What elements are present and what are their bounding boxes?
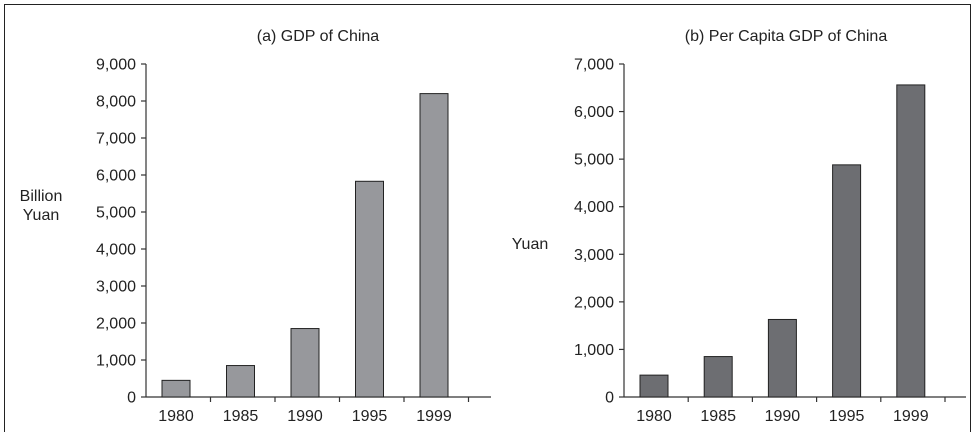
- x-tick-label-a: 1999: [416, 408, 452, 425]
- figure-frame: [4, 4, 971, 432]
- y-tick-label-b: 2,000: [574, 294, 614, 311]
- y-tick-label-a: 9,000: [96, 57, 136, 74]
- bar-b-1995: [832, 164, 862, 398]
- y-tick-label-a: 4,000: [96, 242, 136, 259]
- x-tick-label-a: 1995: [352, 408, 388, 425]
- bar-a-1980: [161, 379, 191, 398]
- bar-a-1995: [355, 180, 384, 398]
- bar-a-1985: [226, 365, 255, 398]
- bar-b-1985: [703, 356, 733, 398]
- x-tick-label-b: 1985: [700, 408, 736, 425]
- y-tick-label-a: 3,000: [96, 279, 136, 296]
- y-tick-label-b: 5,000: [574, 152, 614, 169]
- chart-title-a: (a) GDP of China: [257, 28, 380, 45]
- bar-b-1980: [639, 374, 669, 398]
- x-tick-label-b: 1980: [636, 408, 672, 425]
- chart-title-b: (b) Per Capita GDP of China: [685, 28, 888, 45]
- bar-a-1990: [290, 328, 320, 398]
- y-tick-label-a: 7,000: [96, 131, 136, 148]
- y-tick-label-b: 7,000: [574, 57, 614, 74]
- bar-b-1990: [767, 318, 797, 398]
- y-tick-label-a: 8,000: [96, 94, 136, 111]
- bar-a-1999: [419, 93, 449, 398]
- y-tick-label-a: 2,000: [96, 316, 136, 333]
- y-tick-label-b: 3,000: [574, 247, 614, 264]
- x-tick-label-b: 1995: [829, 408, 865, 425]
- x-tick-label-a: 1985: [223, 408, 259, 425]
- bar-b-1999: [896, 84, 926, 398]
- y-axis-label-a: Yuan: [23, 207, 59, 224]
- y-tick-label-b: 0: [605, 390, 614, 407]
- y-axis-label-a: Billion: [20, 188, 63, 205]
- y-tick-label-b: 1,000: [574, 342, 614, 359]
- x-tick-label-a: 1980: [158, 408, 194, 425]
- y-axis-label-b: Yuan: [512, 236, 548, 253]
- x-tick-label-b: 1999: [893, 408, 929, 425]
- y-tick-label-a: 5,000: [96, 205, 136, 222]
- x-tick-label-a: 1990: [287, 408, 323, 425]
- y-tick-label-a: 6,000: [96, 168, 136, 185]
- y-tick-label-b: 4,000: [574, 199, 614, 216]
- y-tick-label-a: 1,000: [96, 353, 136, 370]
- y-tick-label-b: 6,000: [574, 104, 614, 121]
- y-tick-label-a: 0: [127, 390, 136, 407]
- x-tick-label-b: 1990: [765, 408, 801, 425]
